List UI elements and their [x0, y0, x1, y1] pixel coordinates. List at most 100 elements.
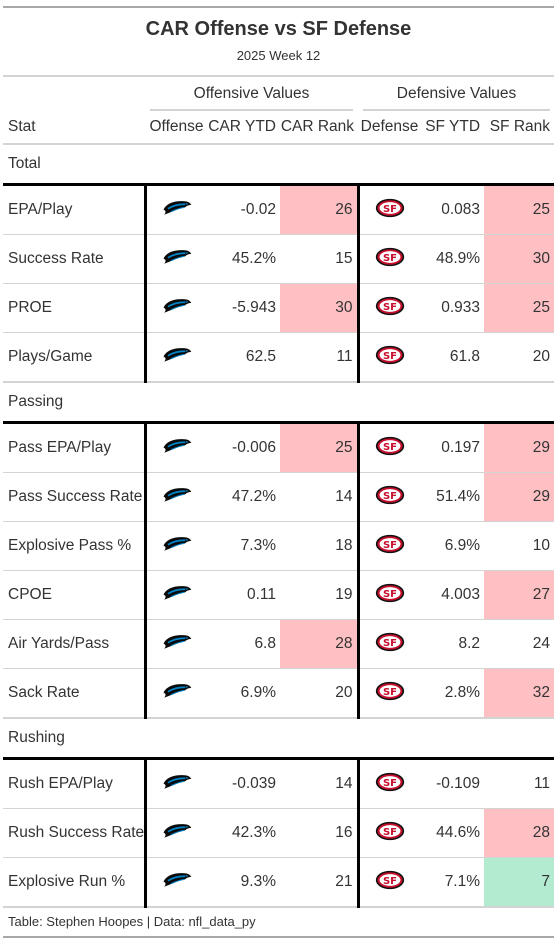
table-container: CAR Offense vs SF Defense 2025 Week 12 O…	[3, 6, 555, 938]
spanner-defensive-values: Defensive Values	[363, 85, 551, 111]
table-row: Rush Success Rate 42.3% 16 44.6% 28	[3, 808, 555, 858]
spanner-row: Offensive Values Defensive Values	[3, 77, 554, 111]
panthers-logo-icon	[162, 346, 192, 369]
defense-logo-cell	[356, 332, 422, 383]
car-rank-cell: 21	[280, 857, 359, 908]
49ers-logo-icon	[375, 821, 405, 846]
panthers-logo-icon	[162, 248, 192, 271]
spanner-offensive-values: Offensive Values	[150, 85, 354, 111]
table-row: Explosive Run % 9.3% 21 7.1% 7	[3, 857, 555, 908]
49ers-logo-icon	[375, 870, 405, 895]
panthers-logo-icon	[162, 682, 192, 705]
group-row: Total	[3, 144, 555, 186]
sf-rank-cell: 20	[484, 332, 555, 383]
table-subtitle: 2025 Week 12	[236, 48, 321, 63]
offense-logo-cell	[143, 184, 208, 235]
offense-logo-cell	[143, 234, 208, 284]
defense-logo-cell	[356, 283, 422, 333]
car-rank-cell: 15	[280, 234, 359, 284]
car-ytd-cell: 62.5	[208, 332, 280, 383]
group-row: Rushing	[3, 717, 555, 760]
car-rank-cell: 20	[280, 668, 359, 719]
sf-rank-cell: 27	[484, 570, 555, 620]
table-row: Plays/Game 62.5 11 61.8 20	[3, 332, 555, 383]
sf-rank-cell: 25	[484, 283, 555, 333]
sf-rank-cell: 10	[484, 521, 555, 571]
49ers-logo-icon	[375, 583, 405, 608]
stats-table: Offensive Values Defensive Values Stat O…	[3, 77, 555, 908]
car-ytd-cell: 45.2%	[208, 234, 280, 284]
49ers-logo-icon	[375, 345, 405, 370]
stat-cell: Explosive Pass %	[3, 521, 145, 571]
sf-ytd-cell: 7.1%	[421, 857, 485, 908]
group-row: Passing	[3, 381, 555, 424]
car-rank-cell: 30	[280, 283, 359, 333]
car-ytd-cell: 0.11	[208, 570, 280, 620]
defense-logo-cell	[356, 668, 422, 719]
stat-cell: Plays/Game	[3, 332, 145, 383]
stat-cell: PROE	[3, 283, 145, 333]
defense-logo-cell	[356, 234, 422, 284]
panthers-logo-icon	[162, 535, 192, 558]
49ers-logo-icon	[375, 772, 405, 797]
column-header-stat: Stat	[8, 118, 36, 135]
car-ytd-cell: 9.3%	[208, 857, 280, 908]
table-row: EPA/Play -0.02 26 0.083 25	[3, 184, 555, 235]
sf-rank-cell: 32	[484, 668, 555, 719]
sf-ytd-cell: -0.109	[421, 758, 485, 809]
49ers-logo-icon	[375, 632, 405, 657]
sf-ytd-cell: 44.6%	[421, 808, 485, 858]
stat-cell: Pass EPA/Play	[3, 422, 145, 473]
car-ytd-cell: -0.039	[208, 758, 280, 809]
panthers-logo-icon	[162, 871, 192, 894]
sf-ytd-cell: 6.9%	[421, 521, 485, 571]
panthers-logo-icon	[162, 584, 192, 607]
49ers-logo-icon	[375, 436, 405, 461]
49ers-logo-icon	[375, 296, 405, 321]
table-row: CPOE 0.11 19 4.003 27	[3, 570, 555, 620]
offense-logo-cell	[143, 857, 208, 908]
defense-logo-cell	[356, 758, 422, 809]
car-rank-cell: 11	[280, 332, 359, 383]
stat-cell: Sack Rate	[3, 668, 145, 719]
table-row: PROE -5.943 30 0.933 25	[3, 283, 555, 333]
sf-rank-cell: 30	[484, 234, 555, 284]
stat-cell: Pass Success Rate	[3, 472, 145, 522]
offense-logo-cell	[143, 283, 208, 333]
group-label: Passing	[3, 381, 555, 424]
offense-logo-cell	[143, 472, 208, 522]
sf-rank-cell: 24	[484, 619, 555, 669]
offense-logo-cell	[143, 332, 208, 383]
defense-logo-cell	[356, 808, 422, 858]
defense-logo-cell	[356, 570, 422, 620]
stat-cell: Rush Success Rate	[3, 808, 145, 858]
table-row: Rush EPA/Play -0.039 14 -0.109 11	[3, 758, 555, 809]
panthers-logo-icon	[162, 633, 192, 656]
car-ytd-cell: -0.006	[208, 422, 280, 473]
49ers-logo-icon	[375, 198, 405, 223]
sf-ytd-cell: 8.2	[421, 619, 485, 669]
panthers-logo-icon	[162, 773, 192, 796]
sf-rank-cell: 29	[484, 472, 555, 522]
stat-cell: CPOE	[3, 570, 145, 620]
sf-ytd-cell: 0.083	[421, 184, 485, 235]
offense-logo-cell	[143, 808, 208, 858]
sf-rank-cell: 11	[484, 758, 555, 809]
sf-rank-cell: 28	[484, 808, 555, 858]
car-rank-cell: 19	[280, 570, 359, 620]
title-rule	[3, 75, 554, 77]
sf-ytd-cell: 4.003	[421, 570, 485, 620]
49ers-logo-icon	[375, 681, 405, 706]
car-ytd-cell: 6.9%	[208, 668, 280, 719]
49ers-logo-icon	[375, 247, 405, 272]
table-title: CAR Offense vs SF Defense	[145, 18, 412, 40]
sf-ytd-cell: 48.9%	[421, 234, 485, 284]
offense-logo-cell	[143, 668, 208, 719]
car-rank-cell: 25	[280, 422, 359, 473]
sf-ytd-cell: 51.4%	[421, 472, 485, 522]
car-ytd-cell: 7.3%	[208, 521, 280, 571]
column-header-car-rank: CAR Rank	[280, 118, 355, 135]
column-header-car-ytd: CAR YTD	[208, 118, 276, 135]
panthers-logo-icon	[162, 297, 192, 320]
stat-cell: Success Rate	[3, 234, 145, 284]
